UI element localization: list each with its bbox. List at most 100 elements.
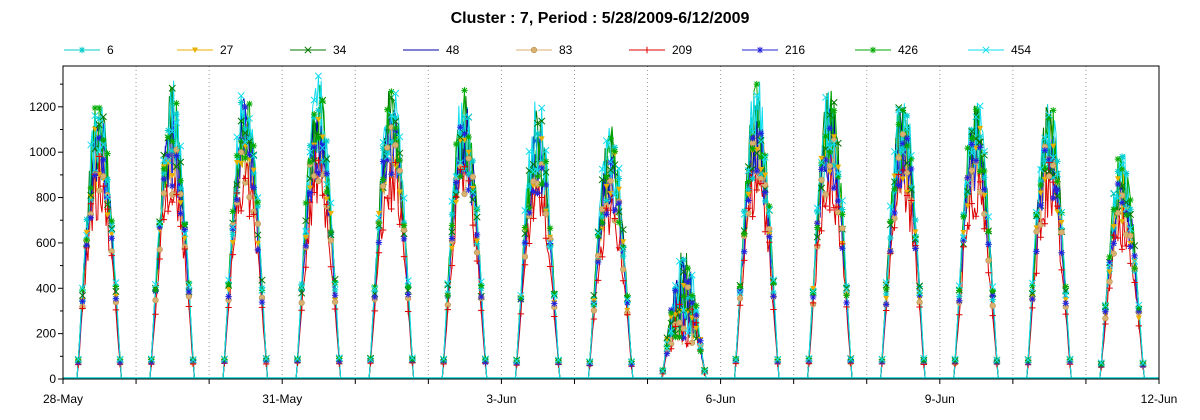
marker-34 (168, 84, 176, 92)
marker-216 (448, 235, 456, 242)
marker-209 (1037, 234, 1044, 241)
marker-454 (87, 141, 95, 149)
marker-6 (989, 296, 996, 303)
marker-426 (745, 178, 752, 185)
marker-216 (246, 151, 253, 158)
marker-34 (444, 281, 452, 289)
marker-6 (173, 111, 180, 118)
marker-209 (100, 182, 107, 190)
marker-216 (331, 292, 339, 299)
marker-216 (1118, 199, 1126, 206)
marker-209 (1114, 234, 1122, 242)
marker-27 (229, 240, 236, 246)
marker-27 (1135, 315, 1142, 321)
marker-216 (160, 175, 168, 183)
marker-454 (546, 239, 554, 247)
marker-83 (327, 237, 335, 244)
marker-454 (1122, 205, 1130, 213)
marker-83 (1114, 209, 1122, 216)
marker-216 (826, 125, 834, 132)
marker-454 (805, 355, 813, 363)
marker-209 (551, 313, 558, 320)
marker-6 (680, 256, 687, 263)
marker-34 (895, 104, 903, 112)
marker-209 (619, 277, 627, 284)
marker-83 (379, 183, 387, 190)
marker-27 (302, 234, 309, 241)
marker-426 (663, 343, 671, 350)
marker-209 (452, 193, 460, 200)
marker-454 (809, 287, 817, 295)
marker-454 (112, 279, 120, 287)
marker-454 (907, 151, 915, 160)
marker-27 (474, 238, 481, 245)
marker-209 (1058, 266, 1065, 274)
marker-216 (964, 174, 971, 181)
marker-454 (920, 354, 928, 363)
marker-426 (741, 230, 748, 238)
marker-454 (258, 286, 266, 294)
marker-34 (1028, 290, 1036, 298)
marker-426 (233, 152, 241, 159)
marker-34 (254, 231, 262, 239)
marker-426 (315, 134, 322, 142)
marker-216 (530, 188, 537, 195)
marker-426 (843, 292, 850, 299)
marker-6 (1045, 141, 1053, 149)
marker-216 (1033, 248, 1040, 255)
marker-216 (749, 134, 756, 142)
marker-83 (384, 144, 391, 151)
marker-454 (1041, 134, 1049, 142)
marker-426 (79, 286, 86, 294)
legend-item-48: 48 (399, 41, 512, 59)
marker-27 (883, 295, 890, 302)
marker-209 (388, 205, 395, 213)
marker-6 (912, 216, 919, 224)
marker-6 (882, 290, 890, 298)
marker-209 (87, 200, 95, 207)
marker-209 (538, 194, 545, 201)
marker-209 (826, 206, 834, 214)
marker-454 (1066, 355, 1074, 363)
marker-454 (740, 210, 748, 218)
marker-209 (916, 303, 923, 311)
marker-216 (1062, 300, 1069, 307)
marker-454 (590, 300, 598, 308)
marker-454 (229, 223, 237, 231)
marker-6 (757, 170, 765, 178)
marker-209 (400, 253, 408, 260)
marker-454 (473, 204, 481, 213)
marker-27 (254, 240, 261, 247)
marker-34 (469, 196, 477, 204)
marker-83 (989, 302, 996, 309)
marker-426 (108, 217, 115, 225)
marker-426 (770, 279, 777, 287)
plot-frame (62, 65, 1160, 380)
marker-426 (830, 107, 838, 114)
marker-216 (542, 181, 550, 189)
marker-454 (627, 358, 636, 366)
marker-83 (1045, 173, 1053, 180)
marker-454 (1053, 170, 1061, 178)
marker-454 (1037, 165, 1045, 173)
marker-454 (151, 280, 160, 289)
marker-6 (749, 175, 756, 182)
marker-454 (1024, 356, 1032, 364)
marker-216 (899, 140, 907, 147)
marker-454 (692, 307, 700, 315)
marker-216 (388, 171, 395, 178)
marker-426 (237, 137, 245, 145)
marker-454 (586, 358, 594, 366)
marker-83 (152, 297, 159, 304)
marker-6 (87, 196, 95, 204)
marker-426 (229, 208, 236, 215)
y-axis: 0 200 400 600 800 1000 1200 (29, 83, 63, 386)
marker-6 (229, 231, 236, 238)
marker-209 (830, 204, 838, 211)
marker-6 (830, 162, 838, 169)
marker-454 (598, 165, 606, 173)
marker-426 (478, 282, 485, 289)
marker-454 (318, 144, 327, 152)
legend-item-209: 209 (625, 41, 738, 59)
marker-6 (981, 174, 988, 181)
